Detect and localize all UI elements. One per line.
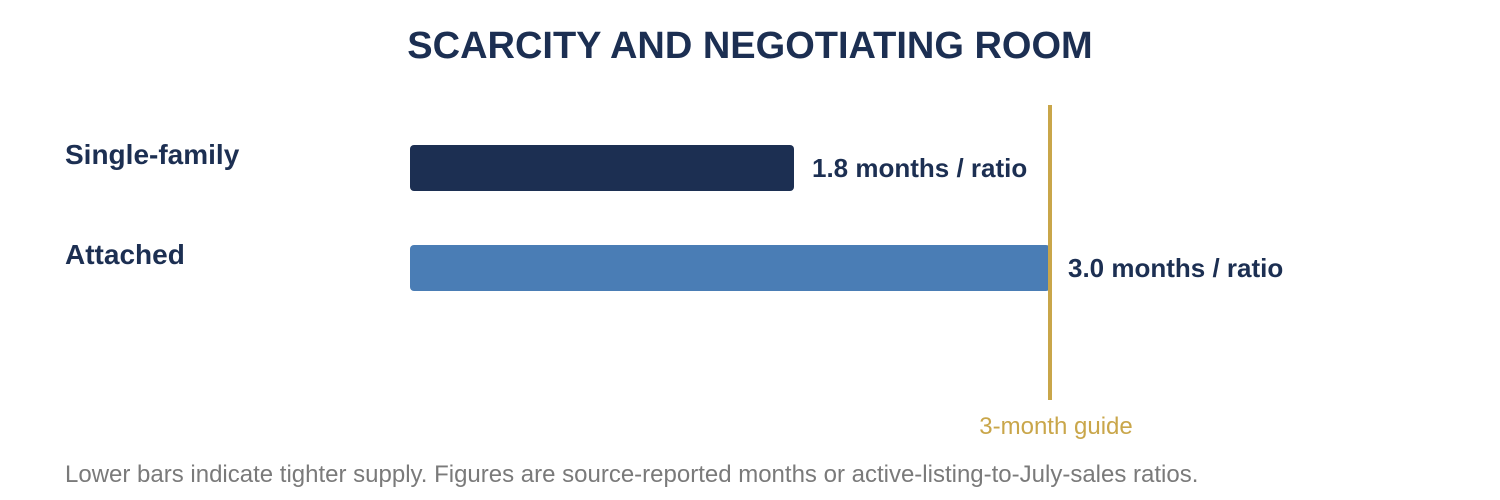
chart-title: SCARCITY AND NEGOTIATING ROOM — [407, 25, 1092, 67]
chart-footnote: Lower bars indicate tighter supply. Figu… — [65, 461, 1198, 488]
reference-layer: 3-month guide — [979, 105, 1133, 440]
reference-line-label: 3-month guide — [979, 413, 1132, 440]
bar — [410, 145, 794, 191]
category-label: Attached — [65, 239, 185, 270]
value-label: 1.8 months / ratio — [812, 153, 1027, 183]
bar — [410, 245, 1050, 291]
bars-layer: Single-family 1.8 months / ratio Attached 3… — [65, 139, 1283, 291]
category-label: Single-family — [65, 139, 240, 170]
value-label: 3.0 months / ratio — [1068, 253, 1283, 283]
